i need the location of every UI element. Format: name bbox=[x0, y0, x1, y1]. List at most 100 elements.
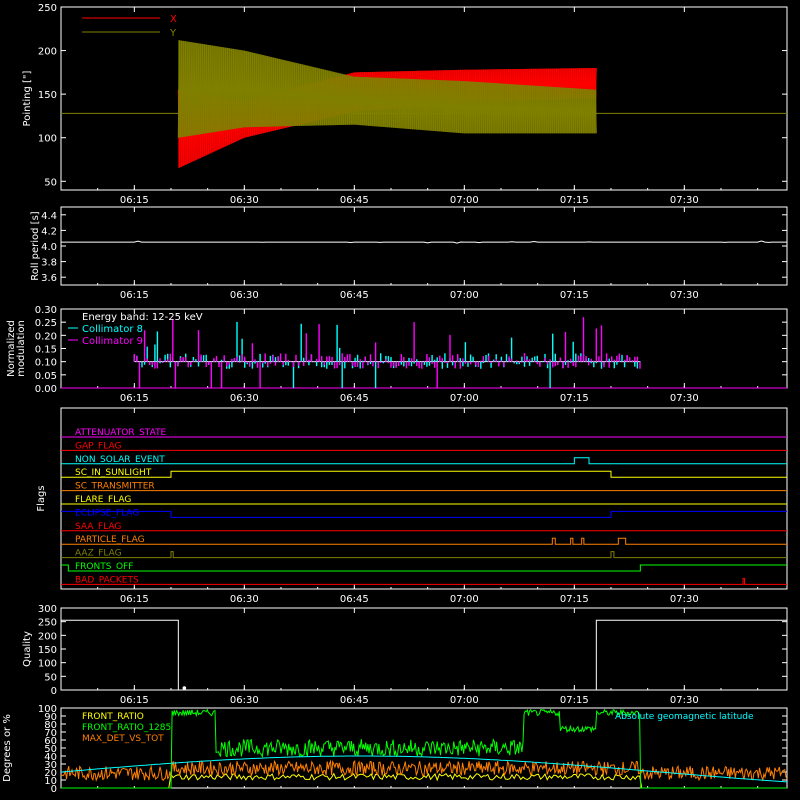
y-axis-label: Degrees or % bbox=[2, 714, 13, 782]
x-tick-label: 07:30 bbox=[670, 393, 699, 404]
flag-label: BAD_PACKETS bbox=[75, 575, 139, 585]
flag-line-fronts_off bbox=[61, 564, 787, 572]
y-tick-label: 4.2 bbox=[41, 226, 57, 237]
y-tick-label: 70 bbox=[44, 728, 57, 739]
panel-4: 06:15 06:30 06:45 07:00 07:15 07:30 0 50 100 150 2… bbox=[22, 604, 788, 706]
y-tick-label: 200 bbox=[38, 47, 57, 58]
y-tick-label: 60 bbox=[44, 736, 57, 747]
y-tick-label: 3.8 bbox=[41, 258, 57, 269]
y-tick-label: 300 bbox=[38, 604, 57, 615]
y-tick-label: 150 bbox=[38, 90, 57, 101]
flag-line-aaz_flag bbox=[61, 551, 787, 559]
y-axis-label: modulation bbox=[16, 320, 27, 377]
y-tick-label: 0.20 bbox=[35, 331, 57, 342]
y-axis-label: Quality bbox=[22, 631, 33, 667]
legend-label: Y bbox=[169, 28, 177, 39]
plot-frame bbox=[60, 206, 788, 286]
y-tick-label: 4.0 bbox=[41, 242, 57, 253]
y-tick-label: 20 bbox=[44, 768, 57, 779]
x-tick-label: 07:30 bbox=[670, 195, 699, 206]
x-tick-label: 07:00 bbox=[450, 393, 479, 404]
x-tick-label: 06:45 bbox=[340, 695, 369, 706]
y-tick-label: 90 bbox=[44, 712, 57, 723]
x-tick-label: 07:30 bbox=[670, 695, 699, 706]
x-tick-label: 07:00 bbox=[450, 594, 479, 605]
flag-line-non_solar_event bbox=[61, 457, 787, 465]
x-tick-label: 06:30 bbox=[230, 290, 259, 301]
legend-label: Energy band: 12-25 keV bbox=[82, 312, 203, 323]
plot-frame bbox=[60, 407, 788, 590]
y-tick-label: 0.10 bbox=[35, 358, 57, 369]
x-tick-label: 07:15 bbox=[560, 695, 589, 706]
x-tick-label: 06:45 bbox=[340, 195, 369, 206]
y-tick-label: 50 bbox=[44, 744, 57, 755]
x-tick-label: 07:15 bbox=[560, 290, 589, 301]
flag-label: SAA_FLAG bbox=[75, 522, 121, 532]
plot-frame bbox=[60, 6, 788, 191]
x-tick-label: 06:30 bbox=[230, 594, 259, 605]
legend-label: FRONT_RATIO bbox=[82, 712, 144, 722]
flag-label: AAZ_FLAG bbox=[75, 549, 122, 559]
series-roll-period bbox=[61, 240, 787, 244]
x-tick-label: 06:15 bbox=[120, 290, 149, 301]
legend-label: Collimator 8 bbox=[82, 324, 143, 335]
x-tick-label: 06:30 bbox=[230, 695, 259, 706]
x-tick-label: 07:00 bbox=[450, 195, 479, 206]
y-tick-label: 3.6 bbox=[41, 273, 57, 284]
flag-label: SC_IN_SUNLIGHT bbox=[75, 468, 152, 478]
flag-label: PARTICLE_FLAG bbox=[75, 535, 145, 545]
y-tick-label: 250 bbox=[38, 618, 57, 629]
y-tick-label: 150 bbox=[38, 645, 57, 656]
flag-label: FRONTS_OFF bbox=[75, 562, 133, 572]
y-tick-label: 40 bbox=[44, 752, 57, 763]
legend-label: FRONT_RATIO_1285 bbox=[82, 723, 171, 733]
y-tick-label: 4.4 bbox=[41, 211, 57, 222]
flag-label: ECLIPSE_FLAG bbox=[75, 508, 139, 518]
series-collimator-9 bbox=[133, 317, 641, 388]
series-collimator-8 bbox=[133, 321, 641, 388]
y-tick-label: 200 bbox=[38, 631, 57, 642]
y-tick-label: 250 bbox=[38, 3, 57, 14]
y-tick-label: 30 bbox=[44, 760, 57, 771]
series-y-band bbox=[178, 40, 597, 138]
y-tick-label: 0 bbox=[51, 686, 57, 697]
series-front-ratio-1285 bbox=[61, 708, 787, 789]
flag-label: ATTENUATOR_STATE bbox=[75, 428, 167, 438]
y-tick-label: 0.00 bbox=[35, 384, 57, 395]
y-tick-label: 100 bbox=[38, 704, 57, 715]
y-tick-label: 100 bbox=[38, 659, 57, 670]
panel-0: 06:15 06:30 06:45 07:00 07:15 07:30 50 100 150 20… bbox=[22, 3, 788, 206]
legend-label: X bbox=[170, 14, 177, 25]
x-tick-label: 07:15 bbox=[560, 594, 589, 605]
x-tick-label: 07:00 bbox=[450, 290, 479, 301]
y-tick-label: 0.15 bbox=[35, 345, 57, 356]
y-axis-label: Flags bbox=[36, 485, 47, 511]
y-axis-label: Normalized bbox=[6, 320, 17, 377]
panel-3: 06:15 06:30 06:45 07:00 07:15 07:30 Flags ATTEN… bbox=[36, 407, 788, 605]
y-axis-label: Pointing ["] bbox=[22, 70, 33, 126]
x-tick-label: 06:15 bbox=[120, 695, 149, 706]
series-quality bbox=[61, 619, 787, 691]
series-geomagnetic-latitude bbox=[60, 755, 788, 783]
x-tick-label: 06:15 bbox=[120, 594, 149, 605]
y-tick-label: 0 bbox=[51, 784, 57, 795]
panel-1: 06:15 06:30 06:45 07:00 07:15 07:30 3.6 3.8 4.0 4… bbox=[30, 206, 788, 301]
y-tick-label: 0.25 bbox=[35, 318, 57, 329]
y-axis-label: Roll period [s] bbox=[30, 211, 41, 280]
x-tick-label: 06:45 bbox=[340, 290, 369, 301]
y-tick-label: 100 bbox=[38, 134, 57, 145]
series-max-det-vs-tot bbox=[60, 759, 788, 782]
x-tick-label: 06:15 bbox=[120, 393, 149, 404]
legend-label: Absolute geomagnetic latitude bbox=[615, 712, 754, 722]
y-tick-label: 0.30 bbox=[35, 305, 57, 316]
flag-label: GAP_FLAG bbox=[75, 441, 121, 451]
x-tick-label: 07:15 bbox=[560, 195, 589, 206]
x-tick-label: 06:30 bbox=[230, 393, 259, 404]
y-tick-label: 10 bbox=[44, 776, 57, 787]
x-tick-label: 07:15 bbox=[560, 393, 589, 404]
flag-line-particle_flag bbox=[61, 537, 787, 545]
panel-2: 06:15 06:30 06:45 07:00 07:15 07:30 0.00 0.05 0.… bbox=[6, 305, 788, 404]
x-tick-label: 06:15 bbox=[120, 195, 149, 206]
